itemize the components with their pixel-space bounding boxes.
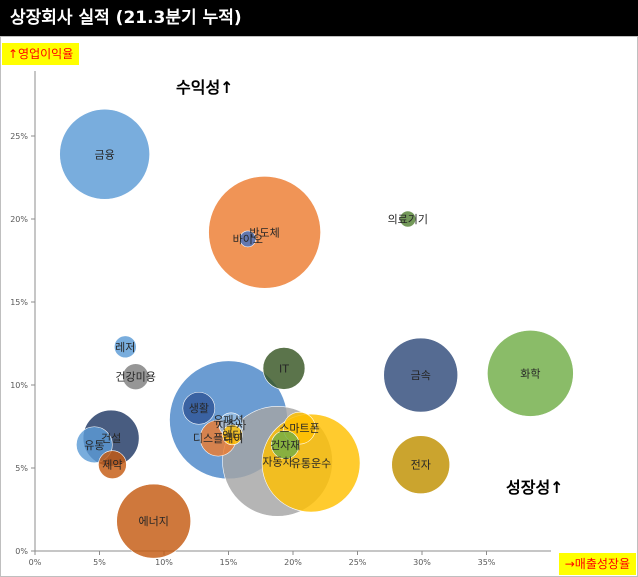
x-tick-label: 5% [93,558,106,567]
x-tick-label: 15% [220,558,238,567]
bubble-label: 자동차 [262,455,292,468]
bubble-label: 전자 [411,459,431,472]
y-tick-label: 10% [10,381,28,390]
bubble [487,330,574,417]
bubble-label: 금융 [95,148,115,161]
x-axis-label: →매출성장율 [558,553,636,575]
bubble-label: IT [279,362,289,375]
bubble-label: 건설 [101,432,121,445]
bubble-label: 스마트폰 [279,422,319,435]
bubble-label: 레저 [115,341,135,354]
growth-annotation: 성장성↑ [506,478,564,497]
bubble [208,175,321,289]
y-axis-label: ↑영업이익율 [2,43,80,65]
y-tick-label: 20% [10,215,28,224]
x-tick-label: 25% [349,558,367,567]
bubble-label: 생활 [189,401,209,415]
profitability-annotation: 수익성↑ [176,78,234,97]
bubble-label: 엔터 [222,429,242,442]
bubble-label: 바이오 [233,233,263,246]
bubble [262,347,306,390]
bubble [270,430,300,460]
bubble [239,230,257,248]
bubble-label: 지주사 [216,419,246,432]
bubble-label: 제약 [102,458,122,472]
x-tick-label: 35% [478,558,496,567]
y-tick-label: 0% [15,547,28,556]
x-tick-label: 0% [29,558,42,567]
bubble [116,483,191,559]
x-tick-label: 20% [284,558,302,567]
chart-title: 상장회사 실적 (21.3분기 누적) [0,0,638,36]
bubble-label: 반도체 [249,226,279,239]
bubble [122,363,149,391]
bubble [399,210,417,228]
bubble-label: 화학 [520,367,540,380]
y-tick-label: 25% [10,132,28,141]
bubble [98,450,127,479]
bubble [59,108,150,200]
bubble-label: 디스플레이 [193,432,244,445]
bubble-label: 의료기기 [388,213,428,226]
y-tick-label: 15% [10,298,28,307]
bubble-label: 에너지 [138,515,168,528]
x-tick-label: 30% [413,558,431,567]
bubble-label: 유통 [84,439,104,452]
bubble-label: 금속 [411,369,431,382]
y-tick-label: 5% [15,464,28,473]
bubble [383,337,459,413]
bubble-label: 건자재 [270,439,300,452]
bubble [391,435,451,494]
bubble [114,335,137,359]
bubble-label: 유패션 [213,414,243,427]
x-tick-label: 10% [155,558,173,567]
bubble-label: 유통운수 [291,457,331,470]
bubble [182,391,216,425]
bubble [222,424,243,446]
bubble-label: 건강미용 [115,371,155,384]
